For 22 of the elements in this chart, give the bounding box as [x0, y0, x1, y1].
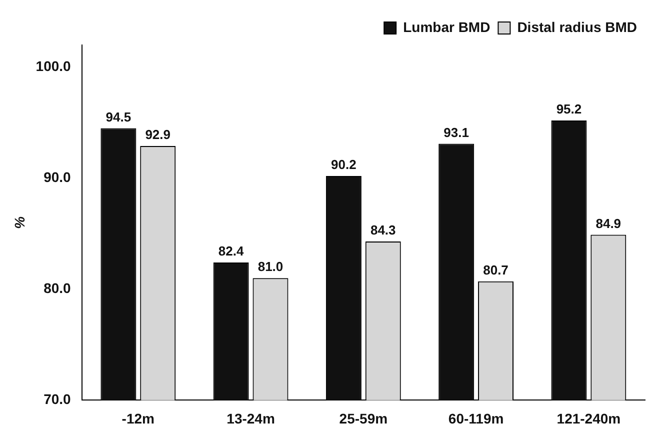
- data-label: 90.2: [331, 157, 356, 172]
- data-label: 81.0: [258, 259, 284, 274]
- y-tick-label: 90.0: [44, 169, 72, 186]
- data-label: 94.5: [106, 109, 132, 124]
- y-axis-title: %: [11, 216, 28, 229]
- data-label: 93.1: [444, 124, 469, 140]
- data-label: 84.3: [370, 222, 396, 238]
- legend-label: Distal radius BMD: [517, 18, 638, 35]
- data-label: 92.9: [145, 127, 171, 142]
- x-tick-label: 13-24m: [226, 410, 275, 426]
- x-tick-label: -12m: [122, 410, 154, 426]
- x-tick-label: 25-59m: [339, 410, 388, 426]
- x-tick-label: 60-119m: [448, 410, 504, 426]
- legend-label: Lumbar BMD: [403, 18, 490, 35]
- y-tick-label: 80.0: [44, 280, 72, 296]
- data-label: 80.7: [483, 262, 508, 278]
- data-label: 84.9: [596, 216, 622, 231]
- y-tick-label: 100.0: [36, 58, 72, 74]
- data-label: 82.4: [218, 244, 244, 259]
- data-label: 95.2: [556, 102, 582, 117]
- x-tick-label: 121-240m: [556, 410, 621, 426]
- y-tick-label: 70.0: [44, 391, 72, 408]
